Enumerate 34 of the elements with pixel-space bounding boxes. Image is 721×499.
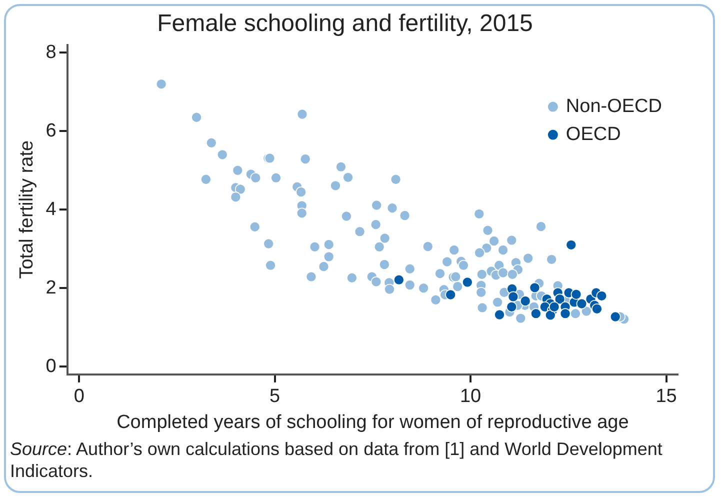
chart-title: Female schooling and fertility, 2015 [157, 10, 533, 38]
legend-label: Non-OECD [566, 96, 662, 118]
point [508, 291, 519, 302]
y-tick-label: 2 [46, 277, 56, 298]
point [394, 274, 404, 286]
point [494, 309, 505, 320]
x-tick-label: 15 [656, 386, 677, 408]
x-tick-label: 10 [460, 386, 482, 408]
y-tick-label: 4 [46, 198, 57, 220]
point [566, 240, 577, 250]
y-axis-title: Total fertility rate [16, 140, 38, 279]
point [560, 308, 571, 319]
point [530, 308, 542, 319]
y-tick-label: 0 [46, 356, 56, 377]
point [445, 289, 456, 300]
x-tick-label: 0 [74, 386, 84, 408]
point [570, 288, 582, 300]
source-note: Source: Author’s own calculations based on data from [1] and World Development Indicators. [10, 438, 664, 482]
point [576, 298, 588, 310]
y-tick-label: 6 [46, 120, 56, 142]
point [610, 311, 621, 322]
x-tick-label: 5 [270, 386, 280, 408]
point [529, 282, 540, 294]
x-axis-title: Completed years of schooling for women of reproductive age [116, 412, 629, 433]
point [554, 294, 566, 304]
legend-label: OECD [566, 124, 621, 146]
point [462, 276, 473, 288]
point [592, 303, 602, 314]
point [544, 310, 556, 321]
point [596, 290, 608, 302]
y-tick-label: 8 [46, 42, 56, 63]
point [506, 302, 518, 312]
point [548, 302, 560, 312]
point [520, 296, 531, 306]
